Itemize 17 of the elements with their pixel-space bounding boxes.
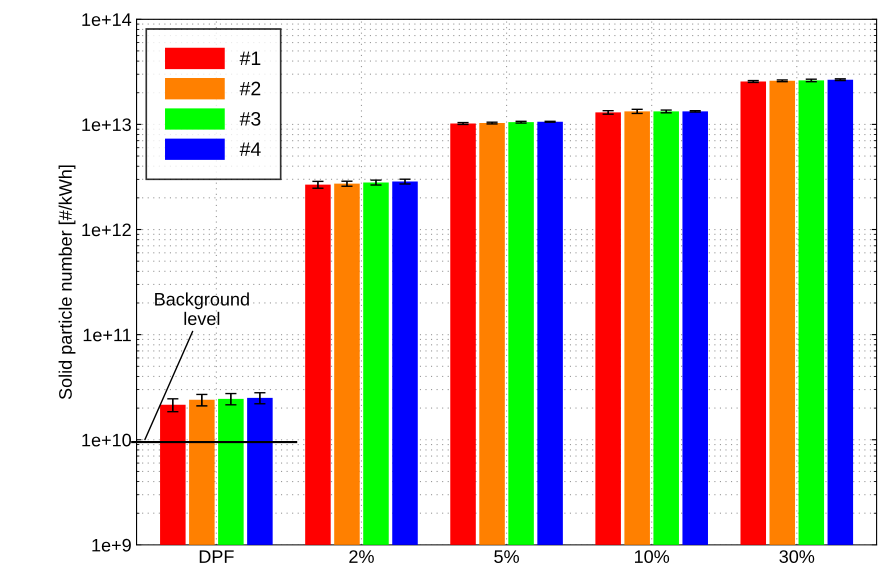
ref-line-label: Background level xyxy=(155,292,249,326)
x-tick-label: 2% xyxy=(349,550,374,563)
y-tick-label: 1e+13 xyxy=(82,118,131,132)
x-tick-label: 30% xyxy=(779,550,814,563)
y-tick-label: 1e+11 xyxy=(84,328,131,342)
legend-label: #3 xyxy=(240,112,260,126)
legend-label: #4 xyxy=(240,142,261,156)
y-tick-label: 1e+9 xyxy=(92,538,131,552)
y-axis-title: Solid particle number [#/kWh] xyxy=(58,165,76,400)
x-tick-label: 5% xyxy=(494,550,519,563)
x-tick-label: DPF xyxy=(200,550,234,563)
y-tick-label: 1e+10 xyxy=(82,434,131,446)
legend-label: #2 xyxy=(240,82,260,96)
x-tick-label: 10% xyxy=(634,550,670,563)
y-tick-label: 1e+12 xyxy=(82,223,131,236)
y-tick-label: 1e+14 xyxy=(82,13,132,26)
legend-label: #1 xyxy=(240,52,260,65)
